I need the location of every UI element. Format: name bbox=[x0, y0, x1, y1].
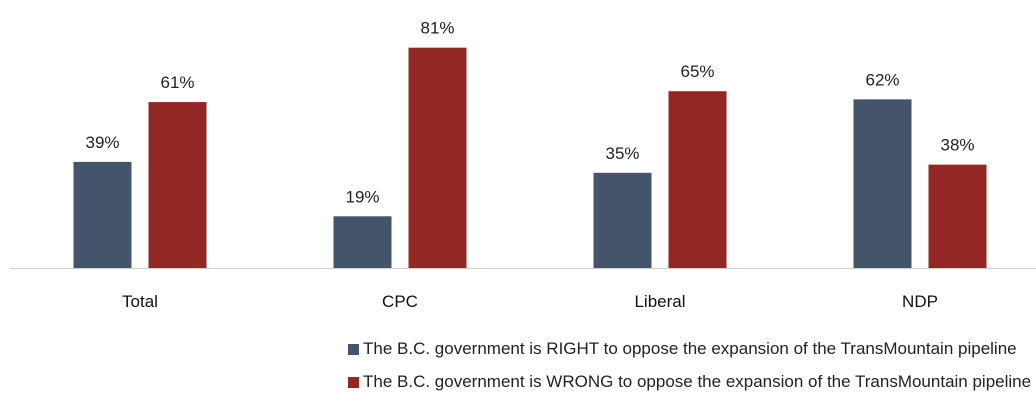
bar-cpc-right bbox=[333, 216, 392, 268]
legend-item-wrong: The B.C. government is WRONG to oppose t… bbox=[348, 372, 1032, 391]
bar-liberal-right bbox=[593, 172, 652, 268]
data-label-cpc-wrong: 81% bbox=[420, 19, 454, 38]
legend-swatch-wrong bbox=[348, 376, 359, 388]
bar-cpc-wrong bbox=[408, 47, 467, 269]
category-label-liberal: Liberal bbox=[634, 292, 685, 311]
data-label-total-right: 39% bbox=[85, 133, 119, 152]
bar-chart: 39% 61% 19% 81% 35% 65% 62% 38% Total CPC Liberal… bbox=[10, 19, 1036, 311]
legend-label-wrong: The B.C. government is WRONG to oppose t… bbox=[363, 372, 1032, 391]
category-labels-group: Total CPC Liberal NDP bbox=[122, 292, 938, 311]
data-label-liberal-right: 35% bbox=[605, 144, 639, 163]
category-label-ndp: NDP bbox=[902, 292, 938, 311]
bar-ndp-right bbox=[853, 99, 912, 268]
legend-item-right: The B.C. government is RIGHT to oppose t… bbox=[348, 339, 1031, 358]
legend-swatch-right bbox=[348, 343, 359, 355]
bar-total-right bbox=[73, 161, 132, 268]
legend: The B.C. government is RIGHT to oppose t… bbox=[348, 339, 1032, 406]
bar-liberal-wrong bbox=[668, 91, 727, 268]
data-labels-group: 39% 61% 19% 81% 35% 65% 62% 38% bbox=[85, 19, 974, 207]
data-label-total-wrong: 61% bbox=[160, 73, 194, 92]
legend-label-right: The B.C. government is RIGHT to oppose t… bbox=[363, 339, 1017, 358]
bar-ndp-wrong bbox=[928, 164, 987, 268]
data-label-ndp-right: 62% bbox=[865, 70, 899, 89]
category-label-total: Total bbox=[122, 292, 158, 311]
bar-total-wrong bbox=[148, 102, 207, 268]
category-label-cpc: CPC bbox=[382, 292, 418, 311]
data-label-ndp-wrong: 38% bbox=[940, 136, 974, 155]
bars-group bbox=[73, 47, 987, 269]
data-label-cpc-right: 19% bbox=[345, 187, 379, 206]
data-label-liberal-wrong: 65% bbox=[680, 62, 714, 81]
